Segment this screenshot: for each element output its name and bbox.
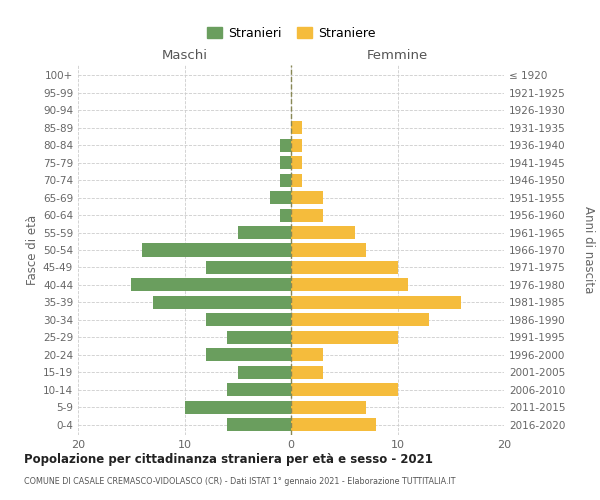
Bar — [291, 296, 461, 309]
Text: Femmine: Femmine — [367, 50, 428, 62]
Bar — [291, 244, 365, 256]
Bar — [206, 314, 291, 326]
Bar — [270, 191, 291, 204]
Bar — [291, 383, 398, 396]
Y-axis label: Anni di nascita: Anni di nascita — [582, 206, 595, 294]
Bar — [291, 122, 302, 134]
Bar — [291, 418, 376, 431]
Text: COMUNE DI CASALE CREMASCO-VIDOLASCO (CR) - Dati ISTAT 1° gennaio 2021 - Elaboraz: COMUNE DI CASALE CREMASCO-VIDOLASCO (CR)… — [24, 478, 455, 486]
Bar — [291, 314, 430, 326]
Bar — [291, 174, 302, 186]
Bar — [280, 208, 291, 222]
Bar — [291, 138, 302, 152]
Bar — [291, 330, 398, 344]
Bar — [291, 191, 323, 204]
Text: Maschi: Maschi — [161, 50, 208, 62]
Bar — [291, 226, 355, 239]
Bar — [291, 261, 398, 274]
Bar — [131, 278, 291, 291]
Bar — [152, 296, 291, 309]
Bar — [142, 244, 291, 256]
Bar — [227, 330, 291, 344]
Bar — [291, 208, 323, 222]
Bar — [291, 400, 365, 413]
Bar — [280, 174, 291, 186]
Bar — [291, 366, 323, 378]
Y-axis label: Fasce di età: Fasce di età — [26, 215, 39, 285]
Bar — [280, 138, 291, 152]
Bar — [291, 348, 323, 362]
Text: Popolazione per cittadinanza straniera per età e sesso - 2021: Popolazione per cittadinanza straniera p… — [24, 452, 433, 466]
Bar — [291, 156, 302, 170]
Bar — [227, 418, 291, 431]
Bar — [185, 400, 291, 413]
Bar — [238, 226, 291, 239]
Bar — [206, 261, 291, 274]
Bar — [291, 278, 408, 291]
Bar — [206, 348, 291, 362]
Bar — [280, 156, 291, 170]
Bar — [238, 366, 291, 378]
Bar — [227, 383, 291, 396]
Legend: Stranieri, Straniere: Stranieri, Straniere — [207, 27, 375, 40]
